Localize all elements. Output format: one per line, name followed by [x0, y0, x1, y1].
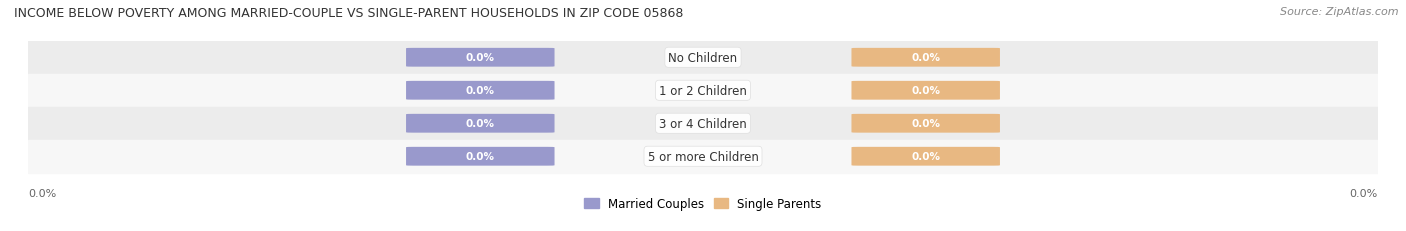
Text: 0.0%: 0.0%	[1350, 188, 1378, 198]
FancyBboxPatch shape	[852, 49, 1000, 67]
FancyBboxPatch shape	[406, 147, 554, 166]
Text: 0.0%: 0.0%	[465, 152, 495, 161]
FancyBboxPatch shape	[406, 82, 554, 100]
Bar	[28, 42, 1378, 74]
Bar	[28, 107, 1378, 140]
Text: Source: ZipAtlas.com: Source: ZipAtlas.com	[1281, 7, 1399, 17]
FancyBboxPatch shape	[406, 114, 554, 133]
Bar	[28, 140, 1378, 173]
Text: No Children: No Children	[668, 52, 738, 64]
Text: 5 or more Children: 5 or more Children	[648, 150, 758, 163]
Text: 0.0%: 0.0%	[465, 53, 495, 63]
Text: INCOME BELOW POVERTY AMONG MARRIED-COUPLE VS SINGLE-PARENT HOUSEHOLDS IN ZIP COD: INCOME BELOW POVERTY AMONG MARRIED-COUPL…	[14, 7, 683, 20]
Text: 0.0%: 0.0%	[465, 86, 495, 96]
FancyBboxPatch shape	[852, 147, 1000, 166]
Text: 0.0%: 0.0%	[465, 119, 495, 129]
Text: 0.0%: 0.0%	[911, 152, 941, 161]
Text: 0.0%: 0.0%	[28, 188, 56, 198]
Text: 0.0%: 0.0%	[911, 86, 941, 96]
Bar	[28, 74, 1378, 107]
FancyBboxPatch shape	[852, 82, 1000, 100]
Text: 0.0%: 0.0%	[911, 53, 941, 63]
Text: 3 or 4 Children: 3 or 4 Children	[659, 117, 747, 130]
FancyBboxPatch shape	[852, 114, 1000, 133]
Text: 1 or 2 Children: 1 or 2 Children	[659, 84, 747, 97]
Legend: Married Couples, Single Parents: Married Couples, Single Parents	[585, 197, 821, 210]
FancyBboxPatch shape	[406, 49, 554, 67]
Text: 0.0%: 0.0%	[911, 119, 941, 129]
